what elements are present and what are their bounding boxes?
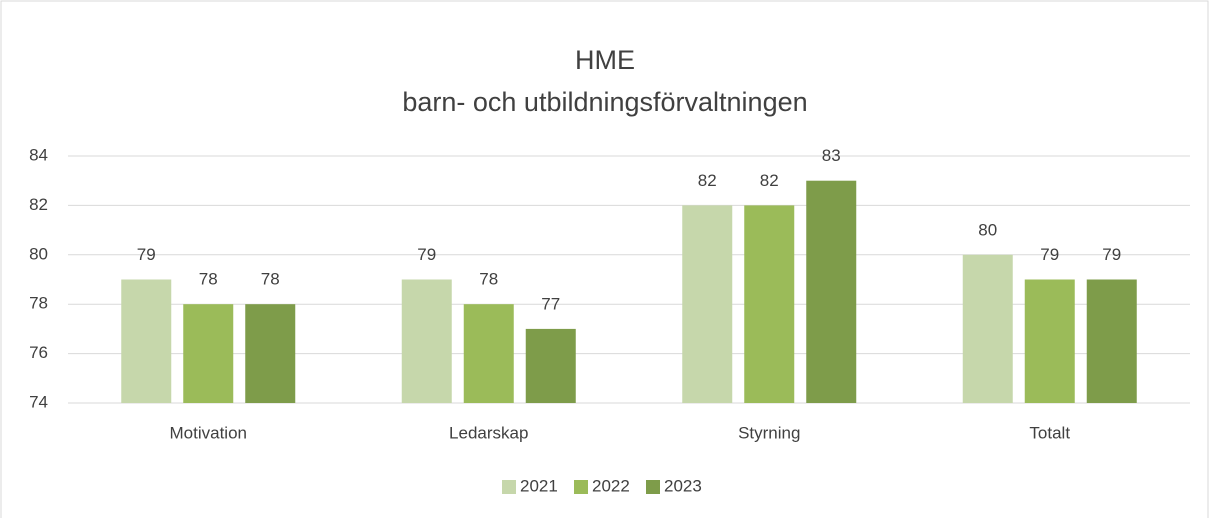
bar: [806, 180, 857, 403]
data-label: 77: [541, 294, 560, 313]
y-tick-label: 78: [29, 294, 48, 313]
bar: [245, 304, 296, 403]
legend-label: 2022: [592, 476, 630, 495]
bar: [121, 279, 172, 403]
bar: [463, 304, 514, 403]
y-tick-label: 76: [29, 343, 48, 362]
bar: [962, 254, 1013, 403]
bar: [1086, 279, 1137, 403]
y-tick-label: 80: [29, 244, 48, 263]
legend-label: 2023: [664, 476, 702, 495]
data-label: 79: [137, 245, 156, 264]
x-tick-label: Motivation: [170, 423, 247, 442]
y-tick-label: 82: [29, 195, 48, 214]
data-label: 82: [760, 171, 779, 190]
data-label: 79: [1040, 245, 1059, 264]
data-label: 79: [417, 245, 436, 264]
data-label: 80: [978, 220, 997, 239]
data-label: 79: [1102, 245, 1121, 264]
data-label: 82: [698, 171, 717, 190]
x-tick-label: Totalt: [1029, 423, 1070, 442]
bar: [401, 279, 452, 403]
data-label: 78: [479, 270, 498, 289]
data-label: 78: [261, 270, 280, 289]
legend-swatch: [646, 480, 660, 494]
x-tick-label: Ledarskap: [449, 423, 528, 442]
bar: [1024, 279, 1075, 403]
y-tick-label: 84: [29, 145, 48, 164]
legend-swatch: [502, 480, 516, 494]
data-label: 78: [199, 270, 218, 289]
bar: [183, 304, 234, 403]
legend-swatch: [574, 480, 588, 494]
bar: [682, 205, 733, 403]
legend-label: 2021: [520, 476, 558, 495]
bar: [525, 328, 576, 403]
y-tick-label: 74: [29, 392, 48, 411]
chart-subtitle: barn- och utbildningsförvaltningen: [402, 87, 807, 117]
x-tick-label: Styrning: [738, 423, 800, 442]
chart-title: HME: [575, 45, 635, 75]
bar: [744, 205, 795, 403]
data-label: 83: [822, 146, 841, 165]
